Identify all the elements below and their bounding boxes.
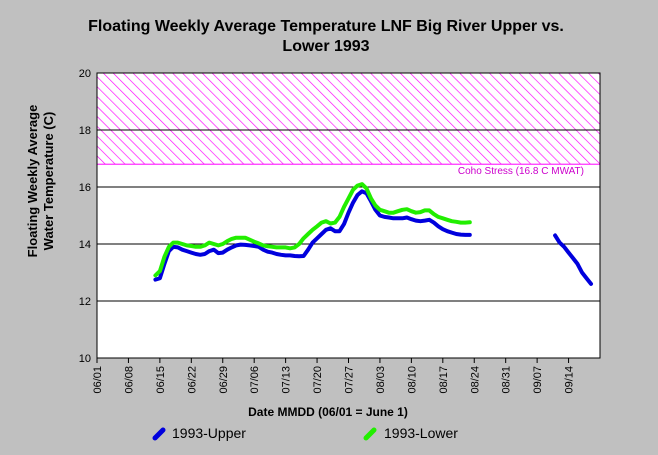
series-line-upper-segment-1 (153, 189, 472, 282)
x-tick-label: 09/07 (532, 366, 544, 394)
x-axis-label: Date MMDD (06/01 = June 1) (248, 405, 408, 419)
y-axis-ticks: 10 12 14 16 18 20 (79, 68, 91, 365)
chart-title-line-2: Lower 1993 (282, 38, 369, 55)
y-tick-label: 20 (79, 68, 91, 80)
threshold-layer: Coho Stress (16.8 C MWAT) (96, 72, 601, 177)
chart-title-line-1: Floating Weekly Average Temperature LNF … (88, 18, 564, 35)
legend-swatch-lower (363, 427, 377, 441)
legend: 1993-Upper 1993-Lower (152, 425, 458, 441)
x-tick-label: 09/14 (564, 366, 576, 394)
legend-label-upper: 1993-Upper (172, 425, 246, 441)
y-axis-label-line-2: Water Temperature (C) (41, 112, 56, 251)
x-tick-label: 07/06 (249, 366, 261, 394)
y-tick-label: 12 (79, 296, 91, 308)
x-tick-label: 08/03 (375, 366, 387, 394)
legend-label-lower: 1993-Lower (384, 425, 458, 441)
x-tick-label: 08/17 (438, 366, 450, 394)
x-axis-ticks: 06/01 06/08 06/15 06/22 06/29 07/06 07/13 07/20… (92, 358, 576, 394)
legend-item-lower: 1993-Lower (363, 425, 458, 441)
x-tick-label: 06/22 (186, 366, 198, 394)
series-layer (153, 182, 593, 286)
x-tick-label: 06/08 (123, 366, 135, 394)
threshold-band (96, 72, 601, 165)
x-tick-label: 07/20 (312, 366, 324, 394)
y-tick-label: 10 (79, 353, 91, 365)
threshold-label: Coho Stress (16.8 C MWAT) (458, 166, 584, 177)
x-tick-label: 06/01 (92, 366, 104, 394)
legend-item-upper: 1993-Upper (152, 425, 246, 441)
x-tick-label: 08/10 (406, 366, 418, 394)
x-tick-label: 06/29 (218, 366, 230, 394)
y-axis-label-line-1: Floating Weekly Average (25, 105, 40, 258)
y-tick-label: 14 (79, 239, 91, 251)
x-tick-label: 07/27 (344, 366, 356, 394)
y-tick-label: 16 (79, 182, 91, 194)
x-tick-label: 06/15 (155, 366, 167, 394)
series-line-upper-segment-2 (553, 233, 593, 286)
x-tick-label: 08/24 (469, 366, 481, 394)
series-line-lower-segment-1 (153, 182, 472, 278)
x-tick-label: 07/13 (281, 366, 293, 394)
x-tick-label: 08/31 (501, 366, 513, 394)
legend-swatch-upper (152, 427, 166, 441)
y-tick-label: 18 (79, 125, 91, 137)
